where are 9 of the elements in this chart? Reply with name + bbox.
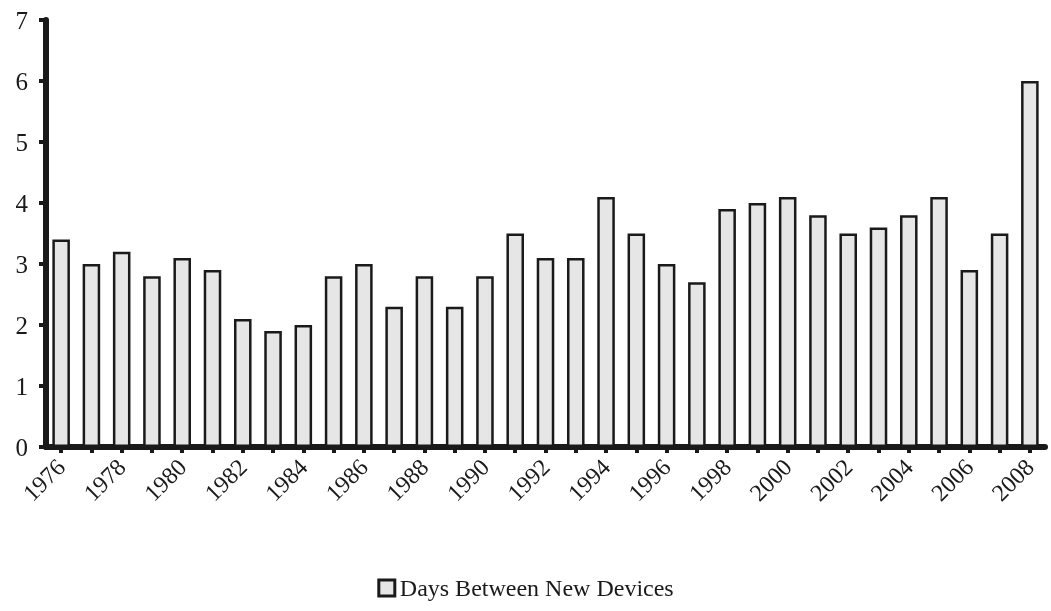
y-tick-label: 7 [15, 6, 28, 34]
y-tick-label: 6 [15, 67, 28, 95]
y-tick-label: 1 [15, 372, 28, 400]
y-tick-label: 5 [15, 128, 28, 156]
y-tick-label: 0 [15, 433, 28, 461]
y-tick-label: 2 [15, 311, 28, 339]
y-tick-label: 4 [15, 189, 29, 217]
legend-label: Days Between New Devices [399, 575, 674, 601]
y-tick-label: 3 [15, 250, 28, 278]
